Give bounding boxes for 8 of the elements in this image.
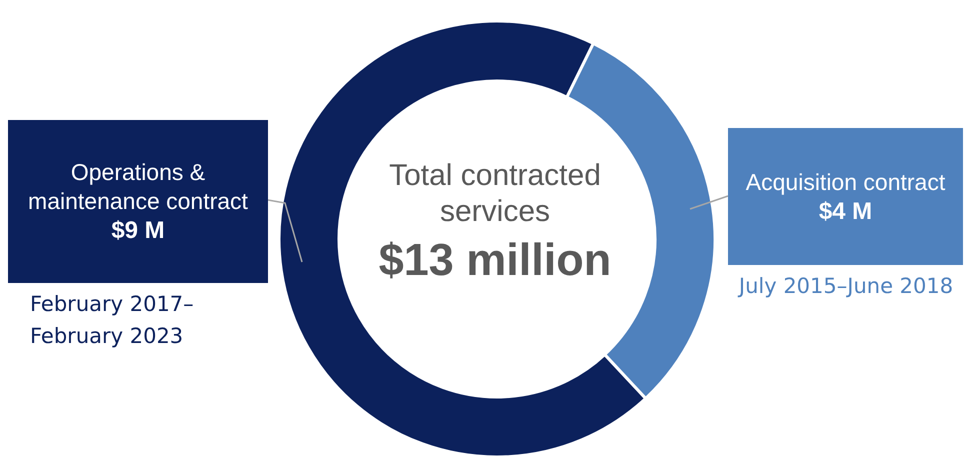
data-label: $9 M <box>111 216 165 245</box>
text: July 2015–June 2018 <box>736 273 954 300</box>
text: Total contracted services <box>388 158 602 230</box>
text: February 2017–February 2023 <box>30 291 195 350</box>
slice-label: Acquisition contract <box>744 168 946 196</box>
text: $13 million <box>378 234 612 286</box>
data-label: $4 M <box>818 196 872 226</box>
slice-label: Operations & maintenance contract <box>27 158 249 216</box>
